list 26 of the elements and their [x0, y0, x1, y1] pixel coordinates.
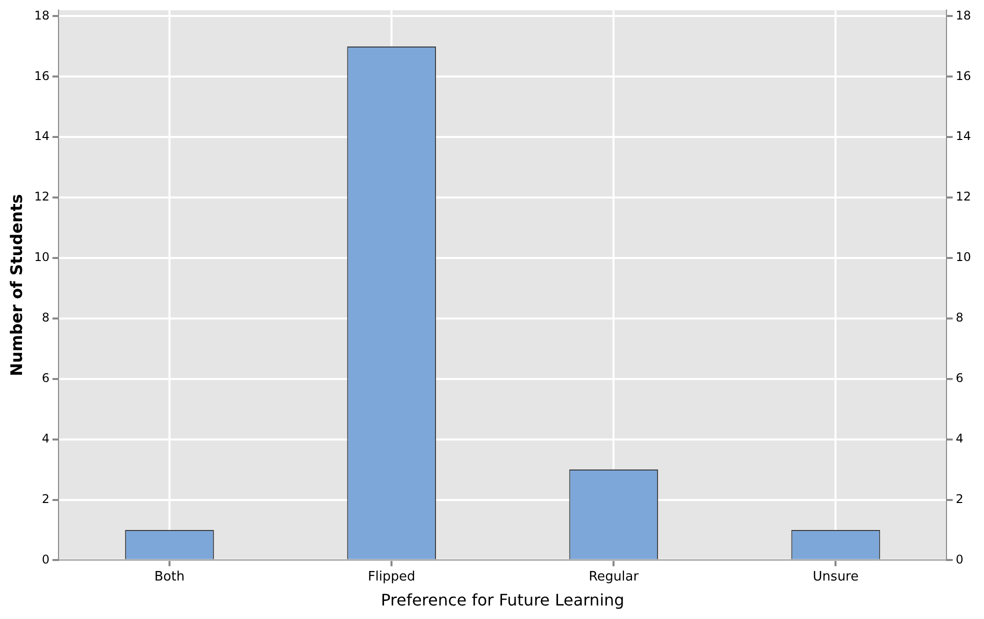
- y-tick-label: 6: [42, 371, 50, 386]
- y2-tick-label: 14: [956, 129, 972, 144]
- y-tick-label: 14: [34, 129, 50, 144]
- x-tick-label: Regular: [588, 569, 640, 584]
- y2-tick-label: 2: [956, 492, 964, 506]
- x-tick-label: Unsure: [812, 569, 859, 584]
- y2-tick-label: 10: [956, 250, 972, 264]
- y2-tick-label: 6: [956, 371, 964, 386]
- y2-tick-label: 4: [956, 431, 964, 446]
- y-tick-label: 2: [42, 492, 50, 506]
- y-tick-label: 8: [42, 310, 50, 325]
- y2-tick-label: 0: [956, 552, 964, 566]
- y-tick-label: 16: [34, 68, 50, 83]
- x-tick-label: Flipped: [368, 569, 416, 584]
- x-axis-title: Preference for Future Learning: [380, 590, 624, 610]
- y-tick-label: 10: [34, 250, 50, 264]
- y-tick-label: 4: [42, 431, 50, 446]
- y2-tick-label: 16: [956, 68, 972, 83]
- x-tick-label: Both: [154, 569, 185, 584]
- y-tick-label: 12: [34, 190, 50, 204]
- y2-tick-label: 12: [956, 190, 972, 204]
- y-axis-title: Number of Students: [6, 194, 26, 376]
- y2-tick-label: 18: [956, 8, 972, 22]
- y-tick-label: 18: [34, 8, 50, 22]
- y2-tick-label: 8: [956, 310, 964, 325]
- y-tick-label: 0: [42, 552, 50, 566]
